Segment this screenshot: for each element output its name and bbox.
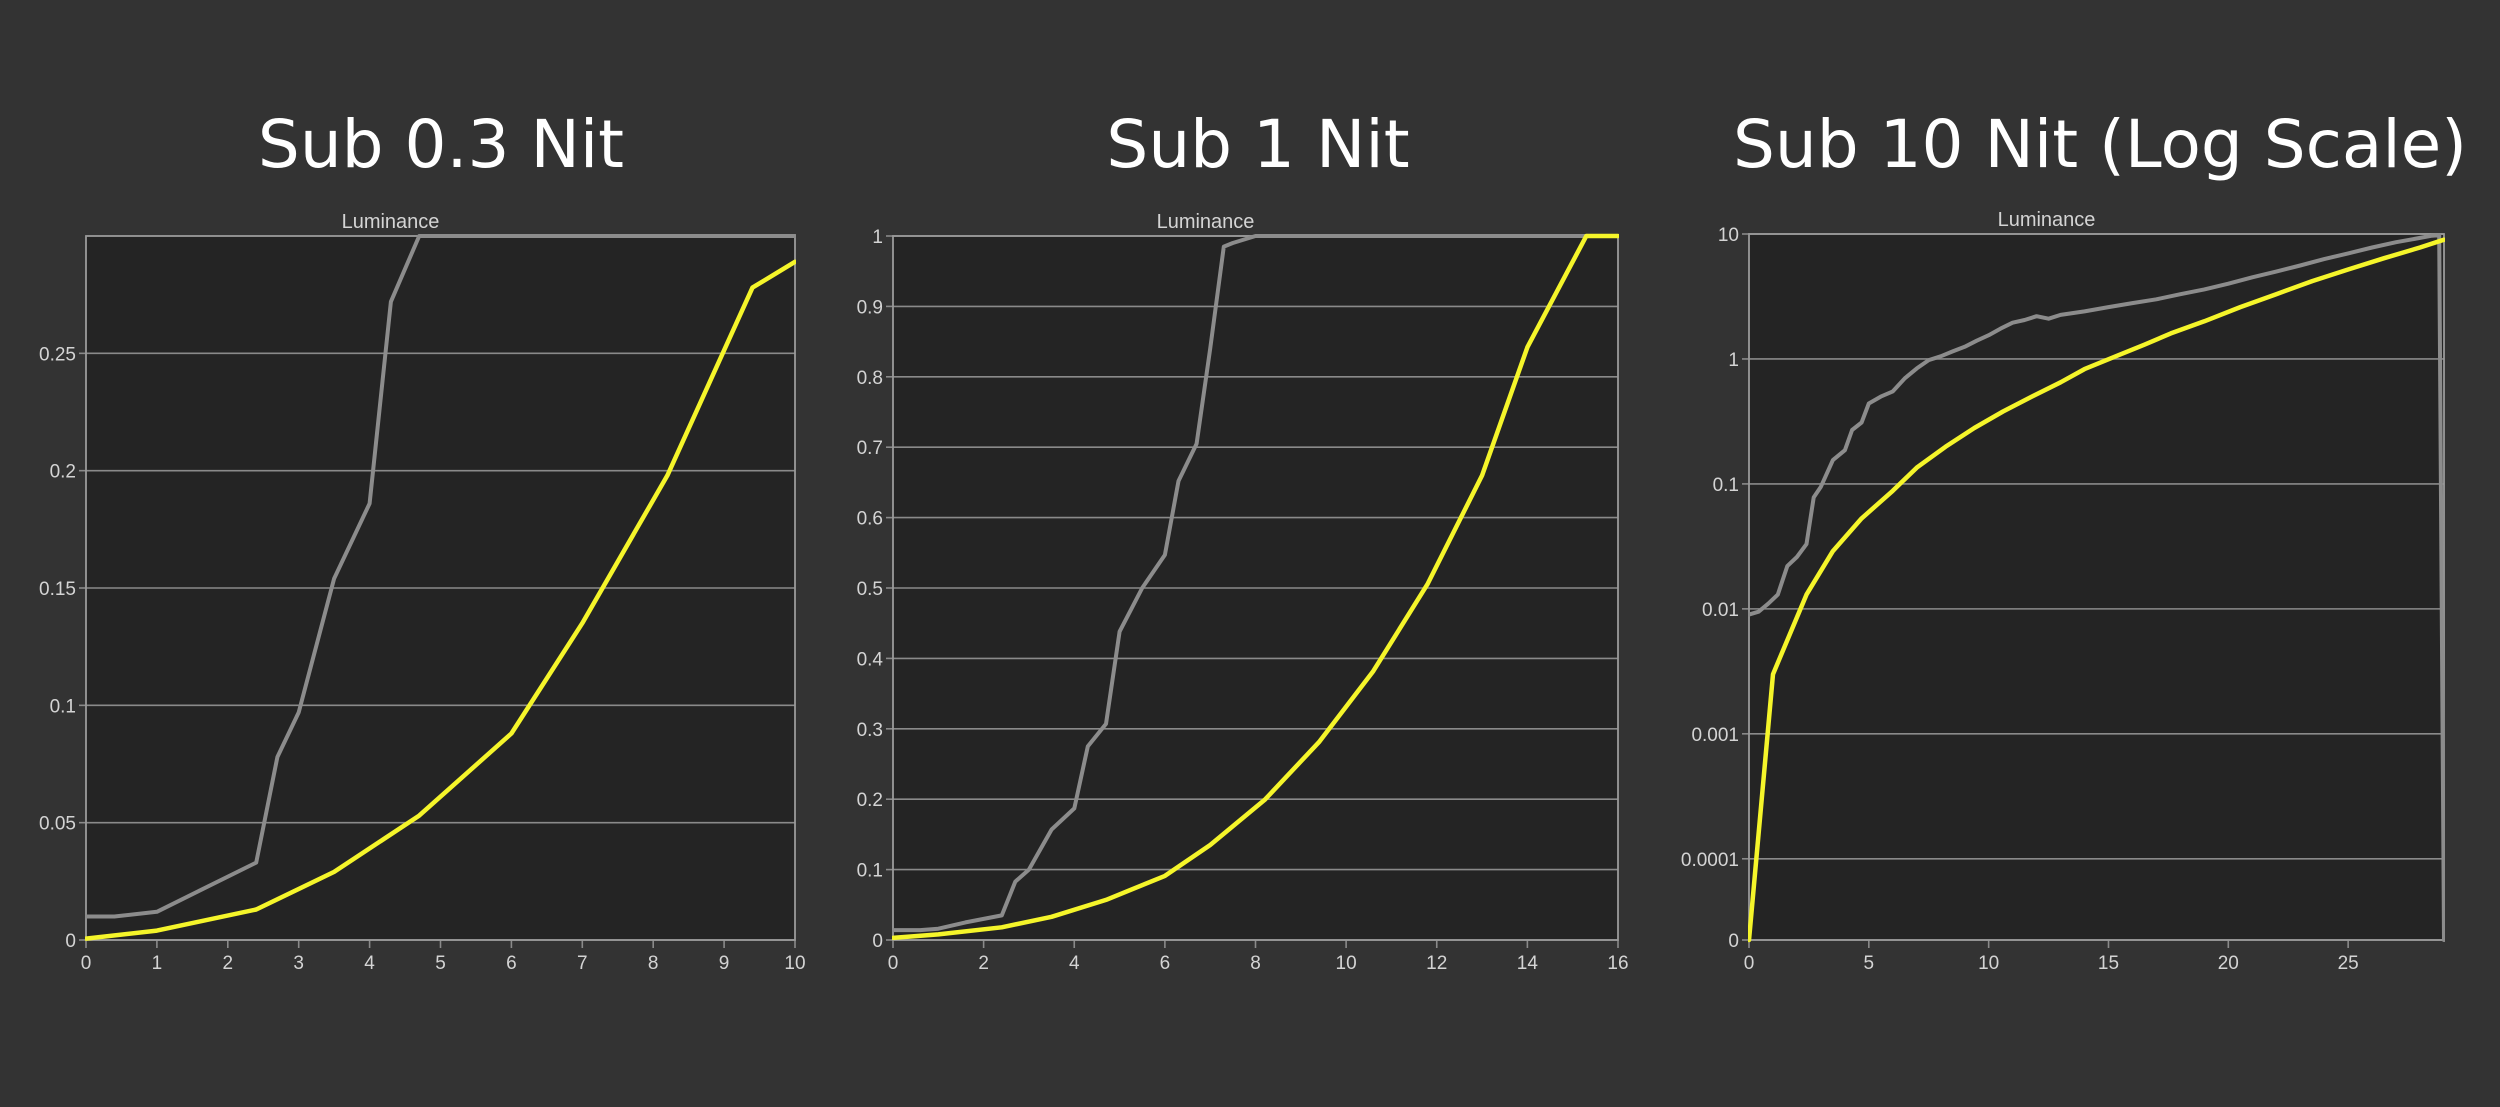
y-tick-label: 0.6 (857, 509, 883, 530)
y-tick-label: 0.15 (39, 579, 76, 600)
gray-series-line (892, 234, 1619, 933)
y-tick-label: 0 (872, 931, 883, 952)
chart-subtitle: Luminance (1998, 209, 2096, 231)
y-tick-label: 0.8 (857, 368, 883, 389)
x-tick-label: 0 (888, 953, 899, 974)
x-tick-label: 20 (2218, 953, 2239, 974)
x-tick-label: 25 (2338, 953, 2359, 974)
y-tick-label: 0.5 (857, 579, 883, 600)
x-tick-label: 4 (364, 953, 375, 974)
chart-0: 0 0.05 0.1 0.15 0.2 0.25 0 1 2 3 4 5 6 7 8 9 10 Luminance (39, 211, 806, 974)
chart-1: 00.10.20.30.40.50.60.70.80.910 2 4 6 8 10 12 14… (857, 211, 1629, 974)
plot-frame (1748, 233, 2445, 941)
x-tick-label: 16 (1607, 953, 1628, 974)
x-tick-label: 5 (1864, 953, 1875, 974)
yellow-series-line (892, 233, 1619, 941)
x-tick-label: 10 (784, 953, 805, 974)
chart-title-sub-0-3-nit: Sub 0.3 Nit (257, 106, 625, 183)
y-tick-label: 0.01 (1702, 600, 1739, 621)
y-tick-label: 0 (1728, 931, 1739, 952)
y-tick-label: 0.0001 (1681, 850, 1739, 871)
chart-title-sub-1-nit: Sub 1 Nit (1106, 106, 1410, 183)
y-tick-label: 0.7 (857, 438, 883, 459)
y-tick-label: 0 (65, 931, 76, 952)
chart-subtitle: Luminance (1157, 211, 1255, 233)
x-tick-label: 0 (81, 953, 92, 974)
gray-series-line (1748, 233, 2445, 942)
y-tick-label: 0.3 (857, 720, 883, 741)
x-tick-label: 10 (1978, 953, 1999, 974)
x-tick-label: 1 (152, 953, 163, 974)
x-tick-label: 3 (293, 953, 304, 974)
chart-subtitle: Luminance (342, 211, 440, 233)
y-tick-label: 0.2 (857, 790, 883, 811)
x-tick-label: 7 (577, 953, 588, 974)
y-tick-label: 1 (872, 227, 883, 248)
x-tick-label: 10 (1336, 953, 1357, 974)
y-tick-label: 0.1 (50, 696, 76, 717)
x-tick-label: 6 (506, 953, 517, 974)
x-tick-label: 8 (1250, 953, 1261, 974)
x-tick-label: 4 (1069, 953, 1080, 974)
y-tick-label: 10 (1718, 225, 1739, 246)
x-tick-label: 12 (1426, 953, 1447, 974)
y-tick-label: 1 (1728, 350, 1739, 371)
gray-series-line (85, 234, 796, 919)
chart-title-sub-10-nit: Sub 10 Nit (Log Scale) (1732, 106, 2468, 183)
x-tick-label: 8 (648, 953, 659, 974)
x-tick-label: 2 (978, 953, 989, 974)
y-tick-label: 0.4 (857, 649, 884, 670)
x-tick-label: 0 (1744, 953, 1755, 974)
y-tick-label: 0.1 (1713, 475, 1739, 496)
plot-area (1749, 234, 2444, 940)
yellow-series-line (85, 259, 796, 941)
x-tick-label: 14 (1517, 953, 1539, 974)
x-tick-label: 2 (223, 953, 234, 974)
y-tick-label: 0.05 (39, 814, 76, 835)
x-tick-label: 5 (435, 953, 446, 974)
y-tick-label: 0.25 (39, 344, 76, 365)
y-tick-label: 0.2 (50, 462, 76, 483)
y-tick-label: 0.9 (857, 297, 883, 318)
yellow-series-line (1748, 237, 2445, 943)
y-tick-label: 0.001 (1691, 725, 1739, 746)
x-tick-label: 15 (2098, 953, 2119, 974)
x-tick-label: 6 (1160, 953, 1171, 974)
chart-2: 0 0.0001 0.001 0.01 0.1 1 10 0 5 10 15 20 25 Luminanc… (1681, 209, 2445, 974)
y-tick-label: 0.1 (857, 861, 883, 882)
x-tick-label: 9 (719, 953, 730, 974)
